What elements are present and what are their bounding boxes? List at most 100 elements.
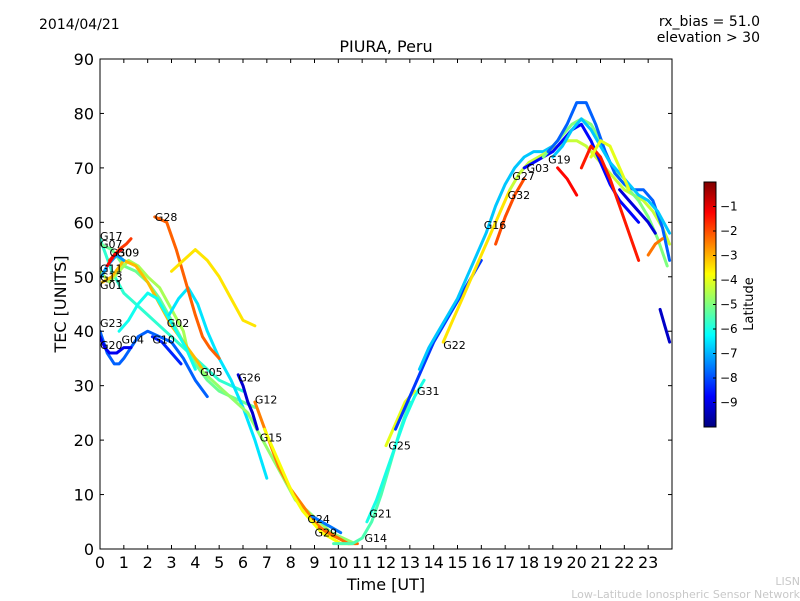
satellite-label-g32: G32: [508, 189, 531, 202]
series-g17: [100, 237, 245, 393]
colorbar-tick-label: −7: [720, 347, 738, 361]
y-tick-label: 50: [74, 268, 94, 287]
x-tick-label: 20: [566, 553, 586, 572]
y-tick-label: 30: [74, 377, 94, 396]
satellite-label-g23: G23: [100, 317, 123, 330]
satellite-label-g12: G12: [255, 393, 278, 406]
series-g11: [100, 258, 190, 355]
colorbar-tick-label: −6: [720, 322, 738, 336]
satellite-label-g31: G31: [417, 385, 440, 398]
x-tick-label: 5: [214, 553, 224, 572]
x-tick-label: 14: [423, 553, 443, 572]
series-g26: [236, 373, 259, 431]
satellite-label-g10: G10: [152, 333, 175, 346]
colorbar-tick-label: −2: [720, 224, 738, 238]
series-g28b: [170, 248, 257, 328]
satellite-label-g30: G30: [110, 246, 133, 259]
satellite-label-g13: G13: [100, 271, 123, 284]
x-tick-label: 10: [328, 553, 348, 572]
x-tick-label: 7: [262, 553, 272, 572]
series-g09b: [646, 237, 664, 257]
satellite-label-g24: G24: [307, 513, 330, 526]
y-tick-label: 80: [74, 104, 94, 123]
series-g27: [508, 139, 672, 246]
satellite-label-g17: G17: [100, 230, 123, 243]
satellite-label-g26: G26: [238, 372, 261, 385]
series-g04: [117, 291, 197, 371]
x-tick-label: 23: [638, 553, 658, 572]
satellite-label-g05: G05: [200, 366, 223, 379]
footer-lisn: LISN: [775, 575, 800, 588]
x-tick-label: 15: [447, 553, 467, 572]
y-tick-label: 40: [74, 322, 94, 341]
colorbar-tick-label: −1: [720, 200, 738, 214]
series-g22: [417, 144, 555, 371]
x-tick-label: 13: [400, 553, 420, 572]
x-tick-label: 6: [238, 553, 248, 572]
colorbar-tick-label: −4: [720, 273, 738, 287]
x-tick-label: 11: [352, 553, 372, 572]
satellite-label-g09: G09: [117, 246, 140, 259]
series-g08: [551, 117, 672, 235]
y-tick-label: 70: [74, 159, 94, 178]
colorbar-tick-label: −5: [720, 298, 738, 312]
x-tick-label: 16: [471, 553, 491, 572]
series-g18b: [589, 139, 631, 192]
satellite-label-g14: G14: [365, 532, 388, 545]
series-g30: [105, 248, 123, 268]
series-g20: [100, 335, 133, 355]
footer-network: Low-Latitude Ionospheric Sensor Network: [571, 588, 800, 601]
satellite-label-g20: G20: [100, 339, 123, 352]
x-tick-label: 3: [166, 553, 176, 572]
y-tick-label: 60: [74, 213, 94, 232]
x-tick-label: 1: [119, 553, 129, 572]
x-tick-label: 4: [190, 553, 200, 572]
x-tick-label: 17: [495, 553, 515, 572]
x-tick-label: 8: [286, 553, 296, 572]
colorbar-label: Latitude: [742, 277, 757, 331]
y-tick-label: 20: [74, 431, 94, 450]
satellite-label-g01: G01: [100, 279, 123, 292]
x-axis-label: Time [UT]: [346, 575, 425, 594]
series-g24: [310, 514, 343, 535]
series-g18: [579, 144, 641, 262]
x-tick-label: 21: [590, 553, 610, 572]
satellite-label-g28: G28: [155, 211, 178, 224]
plot-metadata: rx_bias = 51.0 elevation > 30: [657, 14, 760, 46]
series-g15: [263, 427, 352, 546]
satellite-label-g11: G11: [100, 263, 123, 276]
satellite-label-g29: G29: [315, 527, 338, 540]
x-tick-label: 2: [143, 553, 153, 572]
satellite-label-g15: G15: [260, 431, 283, 444]
rx-bias-label: rx_bias = 51.0: [658, 14, 760, 30]
series-g24b: [658, 307, 672, 344]
x-tick-label: 19: [543, 553, 563, 572]
colorbar-tick-label: −8: [720, 371, 738, 385]
series-g02: [167, 286, 269, 480]
satellite-label-g22: G22: [443, 339, 466, 352]
series-g23: [100, 329, 209, 399]
satellite-label-g27: G27: [512, 170, 535, 183]
series-g28: [153, 215, 221, 360]
colorbar-tick-label: −9: [720, 396, 738, 410]
y-tick-label: 0: [84, 540, 94, 559]
series-g12b: [618, 188, 657, 235]
x-tick-label: 0: [95, 553, 105, 572]
footer-credit: LISN Low-Latitude Ionospheric Sensor Net…: [571, 575, 800, 601]
elevation-label: elevation > 30: [656, 30, 760, 46]
series-g06: [556, 166, 579, 197]
series-g32: [494, 177, 526, 246]
satellite-label-g16: G16: [484, 219, 507, 232]
x-tick-label: 12: [376, 553, 396, 572]
series-g10: [150, 335, 183, 366]
satellite-label-g21: G21: [369, 508, 392, 521]
satellite-label-g03: G03: [527, 162, 550, 175]
chart-title: PIURA, Peru: [339, 37, 433, 56]
x-tick-label: 18: [519, 553, 539, 572]
satellite-label-g19: G19: [548, 154, 571, 167]
y-tick-label: 90: [74, 50, 94, 69]
colorbar-tick-label: −3: [720, 249, 738, 263]
y-tick-label: 10: [74, 486, 94, 505]
x-tick-label: 22: [614, 553, 634, 572]
